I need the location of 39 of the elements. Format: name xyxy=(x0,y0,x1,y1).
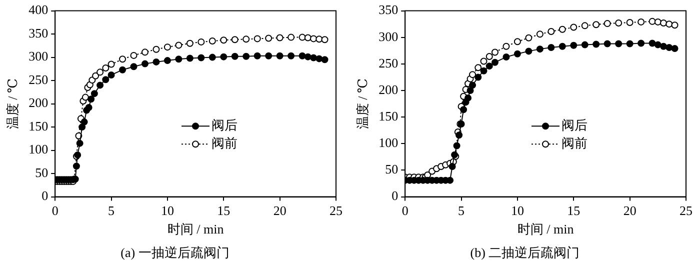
y-axis-title: 温度 / ℃ xyxy=(5,78,20,130)
text: (b) 二抽逆后疏阀门 xyxy=(469,244,581,262)
y-tick-label: 350 xyxy=(28,25,48,40)
y-tick-label: 300 xyxy=(378,28,398,44)
y-tick-label: 100 xyxy=(28,142,48,157)
x-axis-title: 时间 / min xyxy=(167,222,224,237)
legend-label: 阀后 xyxy=(562,118,588,133)
y-tick-label: 0 xyxy=(42,188,48,204)
y-axis-title: 温度 / ℃ xyxy=(355,78,370,130)
x-axis-title: 时间 / min xyxy=(517,222,574,237)
x-tick-label: 20 xyxy=(273,203,286,218)
text: (a) 一抽逆后疏阀门 xyxy=(120,244,230,262)
x-tick-label: 0 xyxy=(402,203,408,218)
y-tick-label: 200 xyxy=(28,95,48,110)
x-tick-label: 10 xyxy=(160,203,174,218)
y-tick-label: 100 xyxy=(378,135,398,150)
x-tick-label: 25 xyxy=(680,203,692,218)
y-tick-label: 400 xyxy=(28,2,48,18)
y-tick-label: 250 xyxy=(28,72,48,87)
y-tick-label: 150 xyxy=(378,108,398,124)
x-tick-label: 10 xyxy=(510,203,524,218)
y-tick-label: 50 xyxy=(35,164,48,180)
y-tick-label: 250 xyxy=(378,55,398,70)
y-tick-label: 0 xyxy=(392,188,398,204)
x-tick-label: 15 xyxy=(567,203,580,218)
y-tick-label: 50 xyxy=(385,162,398,177)
y-tick-label: 200 xyxy=(378,82,398,97)
x-tick-label: 25 xyxy=(330,203,342,218)
y-tick-label: 300 xyxy=(28,48,48,64)
x-tick-label: 15 xyxy=(217,203,230,218)
y-tick-label: 150 xyxy=(28,118,48,134)
x-tick-label: 5 xyxy=(108,203,115,218)
x-tick-label: 5 xyxy=(458,203,465,218)
y-tick-label: 350 xyxy=(378,2,398,18)
x-tick-label: 20 xyxy=(623,203,636,218)
legend-label: 阀前 xyxy=(212,136,238,151)
legend-label: 阀后 xyxy=(212,118,238,133)
legend-label: 阀前 xyxy=(562,136,588,151)
x-tick-label: 0 xyxy=(52,203,58,218)
